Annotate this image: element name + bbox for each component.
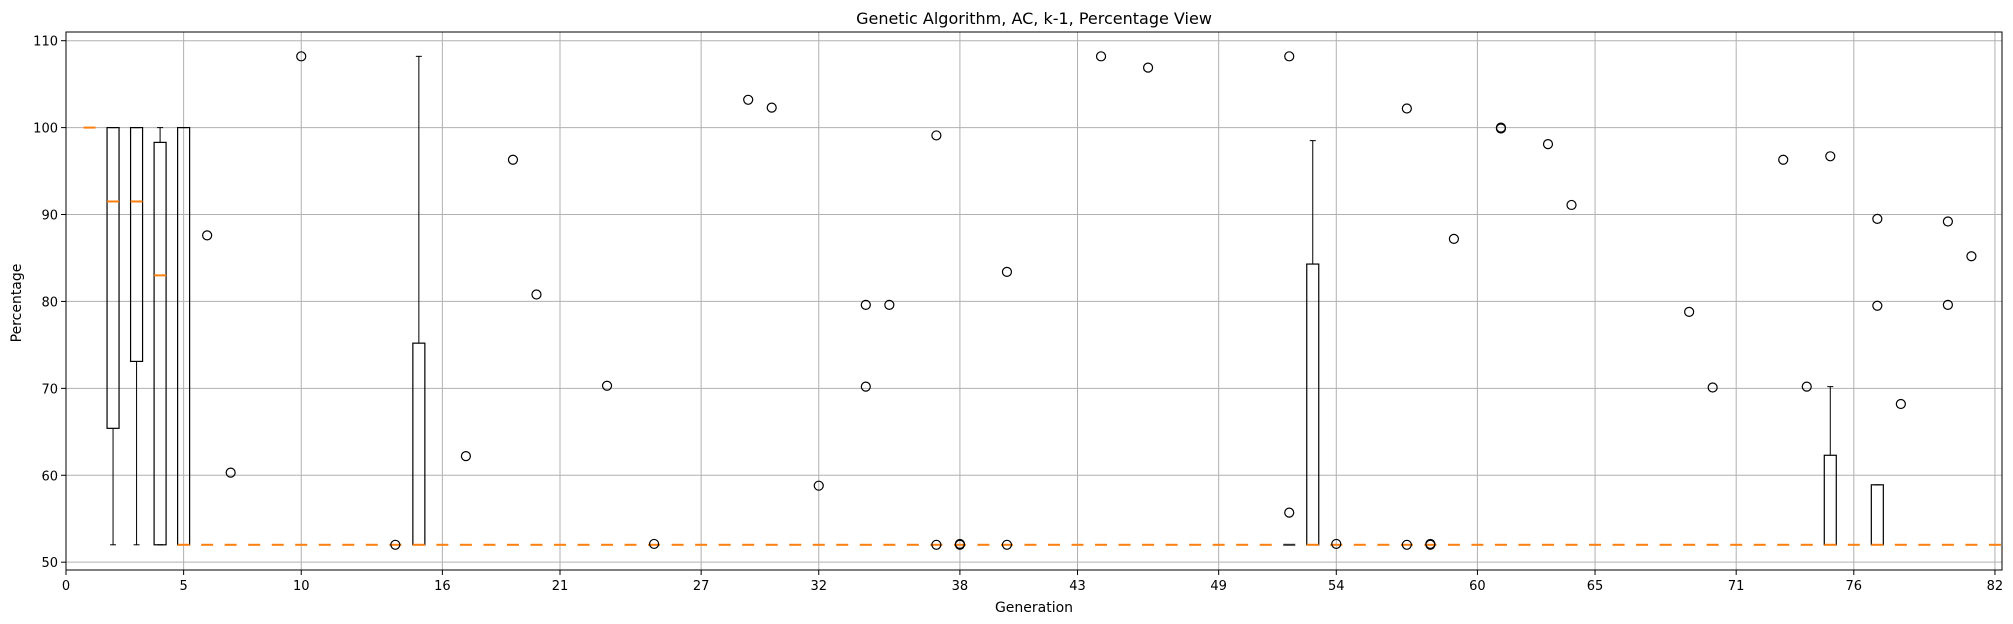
outlier-point	[766, 102, 777, 113]
y-tick-label: 60	[41, 469, 58, 484]
outlier-point	[1778, 154, 1789, 165]
outlier-point	[507, 154, 519, 165]
boxes	[106, 55, 1884, 546]
box	[153, 141, 167, 546]
x-tick-label: 5	[179, 579, 187, 594]
outliers	[202, 51, 1977, 550]
outlier-point	[1001, 539, 1013, 550]
outlier-point	[1942, 216, 1953, 227]
outlier-point	[1448, 233, 1459, 244]
box	[1306, 263, 1320, 546]
outlier-point	[931, 539, 942, 550]
outlier-point	[1542, 139, 1554, 150]
grid-lines	[65, 32, 2002, 570]
outlier-point	[1095, 51, 1107, 62]
box	[1823, 454, 1837, 546]
outlier-point	[813, 480, 824, 491]
box	[412, 342, 426, 546]
x-tick-label: 76	[1846, 579, 1863, 594]
outlier-point	[1942, 299, 1953, 311]
x-tick-label: 10	[293, 579, 310, 594]
y-tick-label: 100	[33, 122, 58, 137]
x-tick-label: 21	[552, 579, 569, 594]
x-tick-label: 38	[952, 579, 969, 594]
y-tick-label: 50	[41, 556, 58, 571]
outlier-point	[1401, 103, 1412, 114]
x-tick-label: 32	[810, 579, 827, 594]
outlier-point	[1425, 538, 1436, 550]
y-tick-label: 70	[41, 382, 58, 397]
outlier-point	[460, 451, 472, 462]
outlier-point	[296, 51, 307, 62]
outlier-point	[1495, 122, 1507, 133]
median-lines	[83, 126, 2001, 546]
x-tick-label: 27	[693, 579, 710, 594]
outlier-point	[1966, 251, 1977, 262]
outlier-point	[1801, 381, 1812, 392]
y-tick-label: 90	[41, 209, 58, 224]
outlier-point	[531, 289, 542, 300]
outlier-point	[1707, 382, 1718, 393]
x-tick-label: 16	[434, 579, 451, 594]
outlier-point	[1001, 266, 1013, 277]
outlier-point	[1284, 507, 1295, 518]
outlier-point	[884, 299, 895, 311]
outlier-point	[601, 380, 613, 391]
y-axis-ticks: 50 60 70 80 90 100 110	[33, 35, 66, 571]
x-axis-label: Generation	[995, 600, 1073, 616]
outlier-point	[1825, 151, 1836, 162]
outlier-point	[860, 299, 871, 311]
outlier-point	[1566, 199, 1577, 211]
box	[106, 127, 120, 429]
outlier-point	[225, 467, 236, 478]
outlier-point	[1401, 539, 1412, 550]
x-axis-ticks: 0 5 10 16 21 27 32 38 43 49 54 60 65 71 76 82	[62, 570, 2003, 594]
outlier-point	[860, 381, 871, 392]
x-tick-label: 43	[1069, 579, 1086, 594]
outlier-point	[390, 539, 401, 550]
outlier-point	[202, 230, 213, 241]
outlier-point	[1142, 62, 1154, 73]
outlier-point	[954, 538, 966, 550]
x-tick-label: 0	[62, 579, 70, 594]
chart-title: Genetic Algorithm, AC, k-1, Percentage V…	[856, 9, 1212, 28]
outlier-point	[931, 130, 942, 141]
outlier-point	[1872, 213, 1883, 224]
x-tick-label: 65	[1587, 579, 1604, 594]
x-tick-label: 60	[1469, 579, 1486, 594]
outlier-point	[1331, 538, 1342, 550]
x-tick-label: 54	[1328, 579, 1345, 594]
outlier-point	[743, 94, 754, 105]
plot-frame	[65, 31, 2003, 571]
box	[1870, 484, 1884, 546]
x-tick-label: 71	[1728, 579, 1745, 594]
outlier-point	[1872, 300, 1883, 311]
outlier-point	[1684, 306, 1695, 317]
box	[129, 127, 144, 363]
outlier-point	[1895, 398, 1906, 410]
y-tick-label: 80	[41, 295, 58, 310]
outlier-point	[648, 538, 660, 550]
x-tick-label: 82	[1987, 579, 2004, 594]
y-tick-label: 110	[33, 35, 58, 50]
outlier-point	[1284, 51, 1295, 62]
x-tick-label: 49	[1210, 579, 1227, 594]
y-axis-label: Percentage	[9, 264, 25, 343]
